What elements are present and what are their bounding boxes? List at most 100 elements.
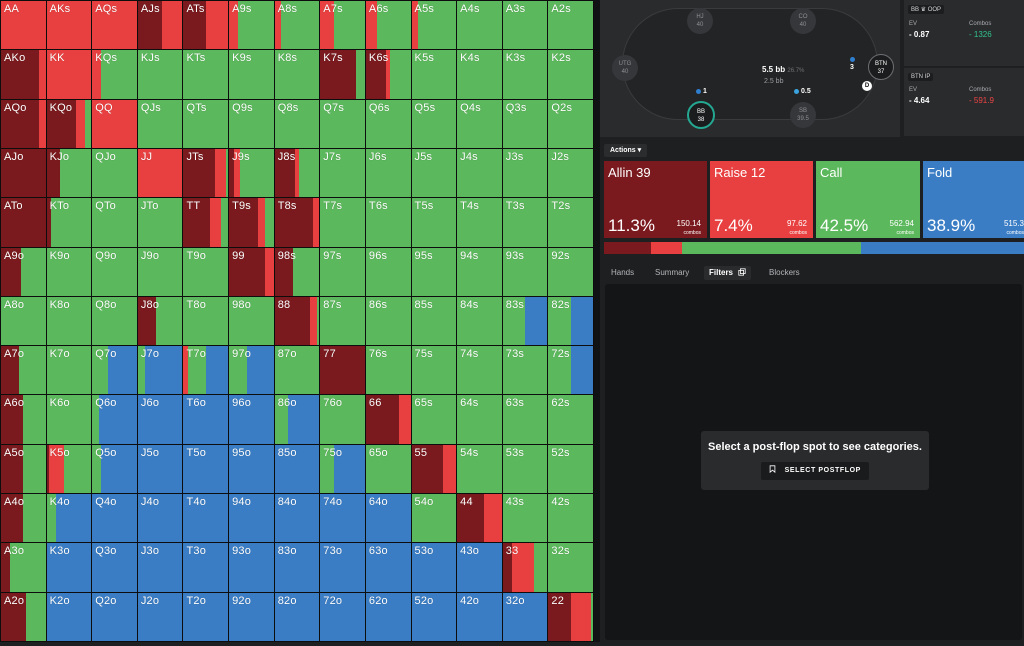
hand-cell-ato[interactable]: ATo: [1, 198, 46, 247]
hand-cell-q5s[interactable]: Q5s: [411, 99, 457, 148]
hand-cell-88[interactable]: 88: [274, 296, 320, 346]
hand-cell-j2s[interactable]: J2s: [548, 148, 593, 198]
hand-cell-63o[interactable]: 63o: [365, 543, 411, 592]
hand-cell-aa[interactable]: AA: [1, 1, 46, 50]
hand-cell-92s[interactable]: 92s: [548, 247, 593, 296]
hand-cell-k9o[interactable]: K9o: [46, 247, 92, 296]
hand-cell-j2o[interactable]: J2o: [137, 592, 183, 641]
hand-cell-k5s[interactable]: K5s: [411, 50, 457, 99]
hand-cell-ajo[interactable]: AJo: [1, 148, 46, 198]
hand-cell-jts[interactable]: JTs: [183, 148, 229, 198]
hand-cell-a8o[interactable]: A8o: [1, 296, 46, 346]
hand-cell-k3s[interactable]: K3s: [502, 50, 548, 99]
hand-cell-a9s[interactable]: A9s: [229, 1, 274, 50]
hand-cell-t8s[interactable]: T8s: [274, 198, 320, 247]
hand-cell-42s[interactable]: 42s: [548, 494, 593, 543]
hand-cell-95o[interactable]: 95o: [229, 444, 274, 494]
hand-cell-t6o[interactable]: T6o: [183, 395, 229, 444]
hand-cell-62o[interactable]: 62o: [365, 592, 411, 641]
hand-cell-85s[interactable]: 85s: [411, 296, 457, 346]
hand-cell-aqs[interactable]: AQs: [92, 1, 137, 50]
seat-hj[interactable]: HJ 40: [687, 8, 713, 34]
hand-cell-a6s[interactable]: A6s: [365, 1, 411, 50]
hand-cell-qq[interactable]: QQ: [92, 99, 137, 148]
hand-cell-q2o[interactable]: Q2o: [92, 592, 137, 641]
hand-cell-98s[interactable]: 98s: [274, 247, 320, 296]
hand-cell-q8o[interactable]: Q8o: [92, 296, 137, 346]
hand-cell-j5o[interactable]: J5o: [137, 444, 183, 494]
hand-cell-j8o[interactable]: J8o: [137, 296, 183, 346]
seat-bb[interactable]: BB 38: [687, 101, 715, 129]
hand-cell-q2s[interactable]: Q2s: [548, 99, 593, 148]
action-raise[interactable]: Raise 12 7.4% 97.62 combos: [710, 161, 813, 238]
hand-cell-92o[interactable]: 92o: [229, 592, 274, 641]
hand-cell-82o[interactable]: 82o: [274, 592, 320, 641]
hand-cell-a9o[interactable]: A9o: [1, 247, 46, 296]
hand-cell-33[interactable]: 33: [502, 543, 548, 592]
hand-cell-53s[interactable]: 53s: [502, 444, 548, 494]
hand-cell-q9s[interactable]: Q9s: [229, 99, 274, 148]
hand-cell-97s[interactable]: 97s: [320, 247, 365, 296]
hand-cell-q3o[interactable]: Q3o: [92, 543, 137, 592]
hand-cell-k9s[interactable]: K9s: [229, 50, 274, 99]
hand-cell-j9o[interactable]: J9o: [137, 247, 183, 296]
hand-cell-k8s[interactable]: K8s: [274, 50, 320, 99]
hand-cell-a7s[interactable]: A7s: [320, 1, 365, 50]
hand-cell-87o[interactable]: 87o: [274, 346, 320, 395]
hand-cell-a7o[interactable]: A7o: [1, 346, 46, 395]
seat-utg[interactable]: UTG 40: [612, 55, 638, 81]
hand-cell-44[interactable]: 44: [457, 494, 502, 543]
hand-cell-k4s[interactable]: K4s: [457, 50, 502, 99]
hand-cell-73s[interactable]: 73s: [502, 346, 548, 395]
hand-cell-32s[interactable]: 32s: [548, 543, 593, 592]
hand-cell-kk[interactable]: KK: [46, 50, 92, 99]
hand-cell-a5s[interactable]: A5s: [411, 1, 457, 50]
hand-cell-52o[interactable]: 52o: [411, 592, 457, 641]
hand-cell-63s[interactable]: 63s: [502, 395, 548, 444]
hand-cell-k6s[interactable]: K6s: [365, 50, 411, 99]
hand-cell-t3s[interactable]: T3s: [502, 198, 548, 247]
hand-cell-74s[interactable]: 74s: [457, 346, 502, 395]
hand-cell-t5o[interactable]: T5o: [183, 444, 229, 494]
hand-cell-j8s[interactable]: J8s: [274, 148, 320, 198]
hand-cell-qjo[interactable]: QJo: [92, 148, 137, 198]
hand-cell-95s[interactable]: 95s: [411, 247, 457, 296]
tab-summary[interactable]: Summary: [655, 268, 690, 277]
seat-co[interactable]: CO 40: [790, 8, 816, 34]
hand-cell-jj[interactable]: JJ: [137, 148, 183, 198]
actions-dropdown[interactable]: Actions ▾: [604, 144, 648, 157]
hand-cell-t7s[interactable]: T7s: [320, 198, 365, 247]
hand-cell-kqo[interactable]: KQo: [46, 99, 92, 148]
hand-cell-tt[interactable]: TT: [183, 198, 229, 247]
hand-cell-q6s[interactable]: Q6s: [365, 99, 411, 148]
hand-cell-22[interactable]: 22: [548, 592, 593, 641]
hand-cell-86o[interactable]: 86o: [274, 395, 320, 444]
hand-cell-99[interactable]: 99: [229, 247, 274, 296]
hand-cell-98o[interactable]: 98o: [229, 296, 274, 346]
action-fold[interactable]: Fold 38.9% 515.3 combos: [923, 161, 1024, 238]
hand-cell-65o[interactable]: 65o: [365, 444, 411, 494]
hand-cell-ako[interactable]: AKo: [1, 50, 46, 99]
hand-cell-kjs[interactable]: KJs: [137, 50, 183, 99]
hand-cell-64o[interactable]: 64o: [365, 494, 411, 543]
hand-cell-86s[interactable]: 86s: [365, 296, 411, 346]
hand-cell-54s[interactable]: 54s: [457, 444, 502, 494]
hand-cell-96s[interactable]: 96s: [365, 247, 411, 296]
hand-cell-t4s[interactable]: T4s: [457, 198, 502, 247]
hand-cell-53o[interactable]: 53o: [411, 543, 457, 592]
tab-hands[interactable]: Hands: [611, 268, 635, 277]
hand-cell-72s[interactable]: 72s: [548, 346, 593, 395]
hand-cell-a3s[interactable]: A3s: [502, 1, 548, 50]
action-allin[interactable]: Allin 39 11.3% 150.14 combos: [604, 161, 707, 238]
hand-cell-j4s[interactable]: J4s: [457, 148, 502, 198]
hand-cell-j9s[interactable]: J9s: [229, 148, 274, 198]
hand-cell-96o[interactable]: 96o: [229, 395, 274, 444]
hand-cell-75s[interactable]: 75s: [411, 346, 457, 395]
hand-cell-aqo[interactable]: AQo: [1, 99, 46, 148]
hand-cell-jto[interactable]: JTo: [137, 198, 183, 247]
hand-cell-t4o[interactable]: T4o: [183, 494, 229, 543]
hand-cell-65s[interactable]: 65s: [411, 395, 457, 444]
hand-cell-84o[interactable]: 84o: [274, 494, 320, 543]
hand-cell-32o[interactable]: 32o: [502, 592, 548, 641]
hand-cell-64s[interactable]: 64s: [457, 395, 502, 444]
